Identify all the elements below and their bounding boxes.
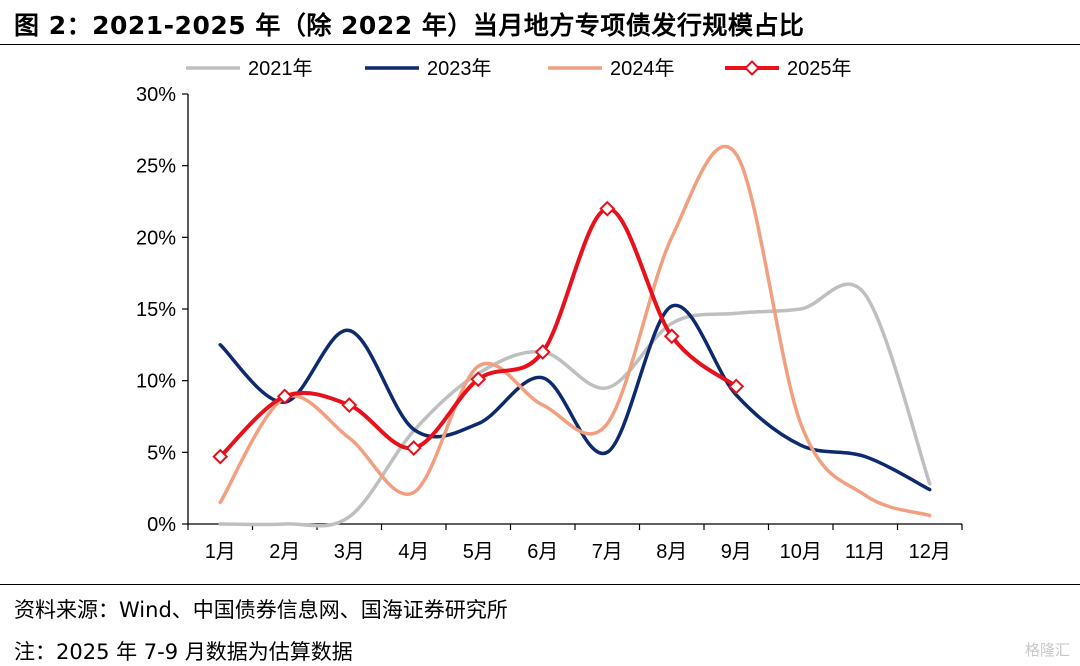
- footer-divider: [0, 584, 1080, 585]
- x-tick-label: 1月: [205, 541, 236, 563]
- x-tick-label: 9月: [721, 541, 752, 563]
- series-2021-line: [218, 282, 932, 528]
- x-tick-label: 12月: [909, 541, 951, 563]
- legend-label: 2025年: [787, 57, 852, 80]
- series-2025-point: [663, 328, 680, 345]
- title-divider: [0, 44, 1080, 45]
- x-tick-label: 11月: [845, 541, 886, 563]
- legend-label: 2021年: [248, 57, 313, 80]
- legend-marker: [744, 60, 760, 76]
- y-tick-label: 25%: [136, 156, 176, 178]
- series-2025-point: [341, 397, 358, 413]
- y-tick-label: 20%: [136, 227, 176, 249]
- estimate-note: 注：2025 年 7-9 月数据为估算数据: [14, 640, 353, 664]
- x-tick-label: 8月: [656, 541, 687, 563]
- y-tick-label: 10%: [136, 371, 176, 393]
- series-2025-point: [728, 378, 745, 395]
- y-tick-label: 5%: [147, 442, 176, 464]
- series-2025-point: [276, 388, 293, 405]
- source-note: 资料来源：Wind、中国债券信息网、国海证券研究所: [14, 598, 508, 622]
- series-2025-point: [405, 440, 422, 456]
- x-tick-label: 6月: [527, 541, 558, 563]
- y-tick-label: 15%: [136, 299, 176, 321]
- y-tick-label: 30%: [136, 84, 176, 106]
- series-2025-point: [212, 448, 229, 465]
- x-tick-label: 4月: [398, 541, 429, 563]
- legend-label: 2024年: [610, 57, 675, 80]
- watermark: 格隆汇: [1024, 641, 1070, 659]
- x-tick-label: 2月: [269, 541, 300, 563]
- legend-label: 2023年: [427, 57, 492, 80]
- x-tick-label: 3月: [334, 541, 365, 563]
- series-2025-point: [470, 371, 487, 388]
- y-tick-label: 0%: [147, 514, 176, 536]
- series-2025-point: [599, 200, 616, 217]
- series-2025-line: [218, 206, 739, 459]
- chart-title: 图 2：2021-2025 年（除 2022 年）当月地方专项债发行规模占比: [14, 11, 805, 40]
- line-chart: 0% 5% 10% 15% 20% 25% 30% 1月 2月 3月 4月 5月 6月 7月 8月 9月 10月…: [136, 57, 963, 563]
- series-2024-line: [218, 144, 932, 518]
- x-tick-label: 5月: [463, 541, 494, 563]
- x-tick-label: 10月: [780, 541, 822, 563]
- series-2025-point: [534, 344, 551, 360]
- x-tick-label: 7月: [592, 541, 623, 563]
